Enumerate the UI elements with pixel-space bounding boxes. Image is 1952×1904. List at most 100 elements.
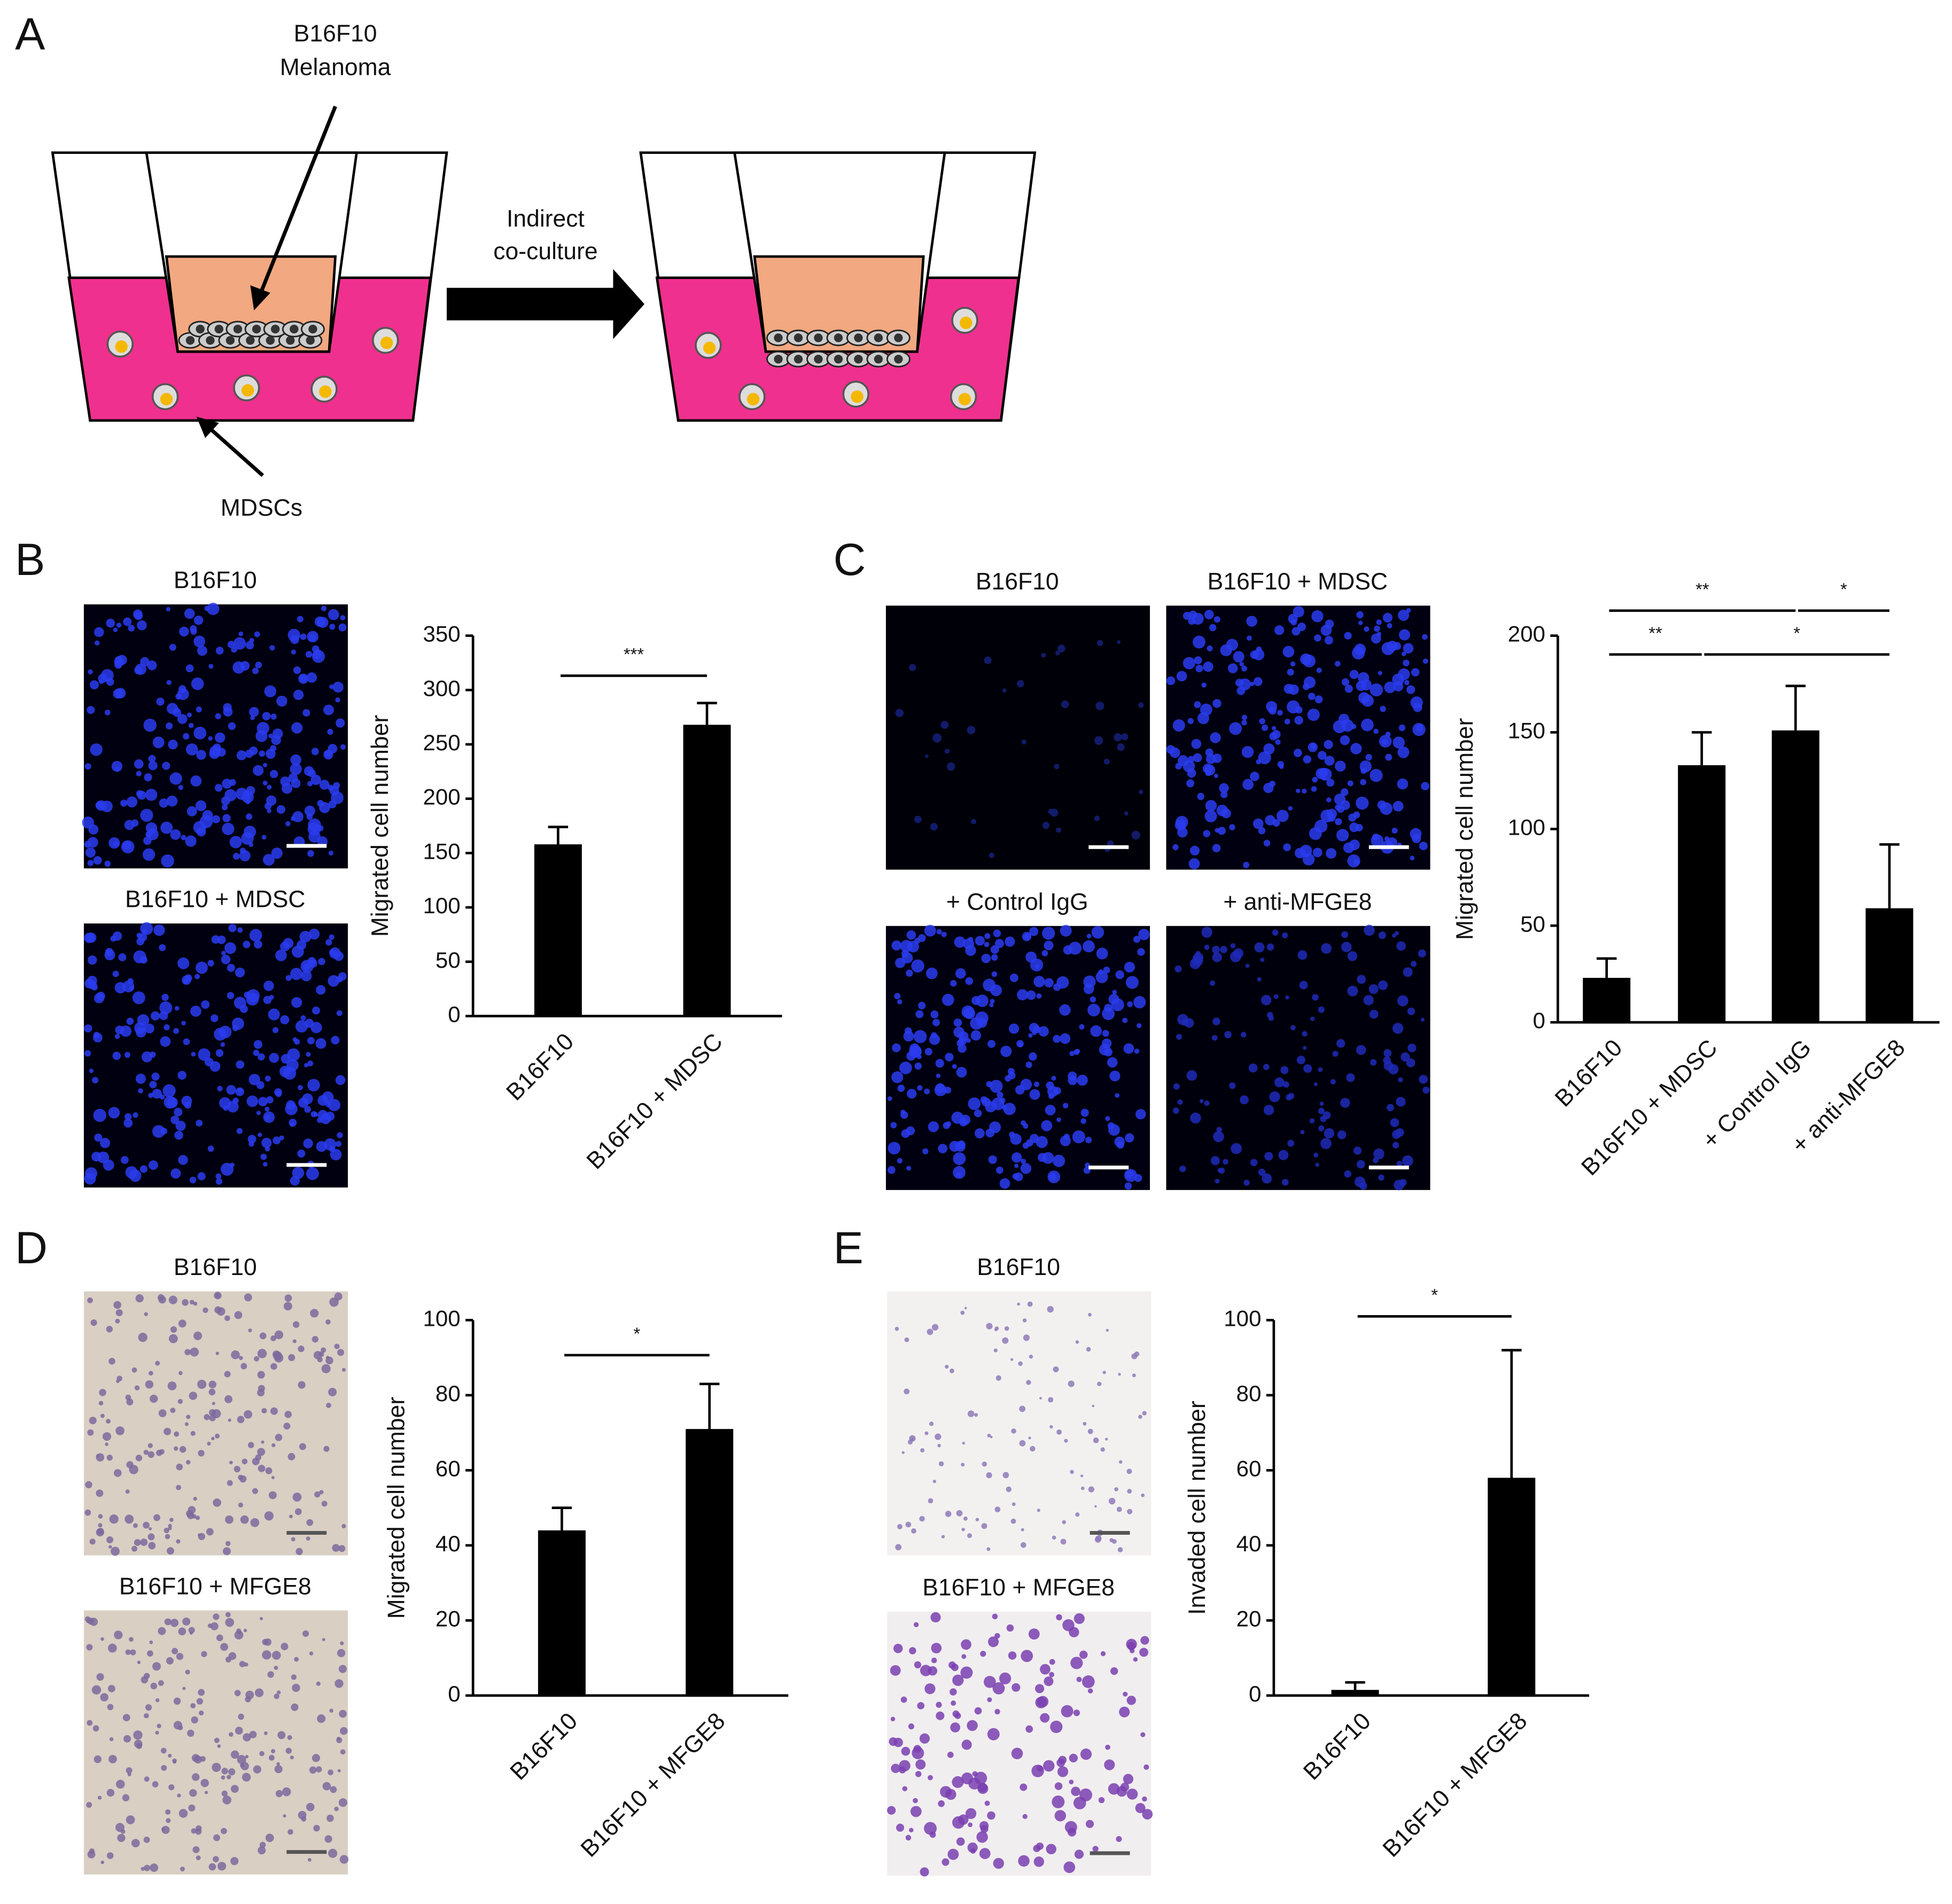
cell bbox=[1422, 634, 1428, 640]
cell bbox=[225, 1515, 234, 1524]
cell bbox=[986, 1472, 992, 1479]
cell bbox=[264, 1511, 274, 1521]
cell bbox=[1303, 755, 1312, 764]
cell bbox=[1040, 1713, 1050, 1723]
cell bbox=[1117, 743, 1125, 751]
cell bbox=[1134, 1174, 1142, 1182]
cell bbox=[129, 1637, 134, 1642]
cell bbox=[960, 1310, 965, 1315]
cell bbox=[961, 1463, 965, 1467]
cell bbox=[986, 1547, 991, 1551]
cell bbox=[221, 951, 226, 955]
cell bbox=[329, 624, 336, 630]
cell bbox=[1354, 859, 1360, 866]
cell bbox=[287, 1735, 292, 1740]
cell bbox=[323, 749, 333, 760]
cell bbox=[337, 1132, 343, 1138]
cell bbox=[1091, 926, 1105, 939]
cell bbox=[164, 1618, 172, 1626]
cell bbox=[225, 1612, 231, 1618]
cell bbox=[947, 1848, 959, 1860]
cell bbox=[208, 664, 214, 669]
cell bbox=[1033, 1082, 1039, 1087]
cell bbox=[976, 1831, 988, 1843]
cell bbox=[94, 627, 104, 638]
cell bbox=[105, 947, 114, 957]
cell bbox=[961, 1527, 965, 1532]
cell bbox=[1374, 625, 1380, 632]
cell bbox=[336, 1010, 343, 1016]
cell bbox=[152, 1089, 162, 1099]
cell bbox=[1324, 756, 1335, 766]
cell bbox=[322, 1782, 331, 1791]
cell bbox=[268, 733, 274, 739]
cell bbox=[169, 1518, 174, 1522]
cell bbox=[168, 740, 178, 750]
cell bbox=[1090, 996, 1096, 1003]
cell bbox=[1388, 1064, 1399, 1075]
cell bbox=[158, 1295, 166, 1304]
cell bbox=[1035, 1684, 1045, 1693]
significance-label: * bbox=[1840, 579, 1847, 599]
cell bbox=[1191, 739, 1202, 749]
cell bbox=[201, 1651, 207, 1658]
y-tick-label: 40 bbox=[1236, 1531, 1262, 1556]
cell bbox=[900, 940, 913, 953]
cell bbox=[178, 1809, 188, 1818]
cell bbox=[271, 847, 283, 859]
cell bbox=[160, 821, 173, 834]
cell bbox=[1022, 1318, 1027, 1323]
cell bbox=[1302, 683, 1310, 690]
cell bbox=[1102, 1371, 1106, 1374]
cell bbox=[132, 991, 145, 1005]
cell bbox=[914, 1661, 921, 1669]
cell bbox=[1271, 726, 1277, 730]
cell bbox=[1277, 760, 1284, 768]
nucleus bbox=[380, 336, 393, 349]
cell bbox=[1212, 1131, 1224, 1143]
cell bbox=[188, 1506, 196, 1514]
cell bbox=[951, 1664, 959, 1672]
cell bbox=[1401, 651, 1406, 657]
cell bbox=[100, 1138, 111, 1148]
cell bbox=[176, 1463, 183, 1471]
cell bbox=[1313, 1082, 1318, 1086]
cell bbox=[1246, 635, 1252, 641]
cell bbox=[181, 835, 186, 841]
cell bbox=[147, 660, 157, 671]
cell bbox=[895, 709, 904, 718]
cell bbox=[228, 1768, 236, 1776]
cell bbox=[261, 1408, 267, 1414]
label: B16F10 bbox=[294, 20, 377, 46]
cell bbox=[938, 1144, 948, 1154]
cell bbox=[1240, 1031, 1247, 1038]
cell bbox=[1096, 640, 1103, 647]
cell bbox=[1115, 1093, 1120, 1098]
y-tick-label: 0 bbox=[1249, 1681, 1261, 1706]
cell bbox=[1048, 1397, 1054, 1403]
cell bbox=[1203, 830, 1210, 837]
cell bbox=[1138, 789, 1144, 795]
cell bbox=[102, 1432, 112, 1441]
cell bbox=[142, 848, 155, 861]
cell bbox=[309, 1651, 314, 1656]
cell bbox=[306, 1802, 315, 1812]
cell bbox=[332, 681, 344, 693]
cell bbox=[229, 1732, 234, 1737]
cell bbox=[1263, 743, 1275, 755]
cell bbox=[291, 1674, 297, 1680]
cell bbox=[1325, 619, 1334, 629]
cell bbox=[274, 1765, 283, 1774]
nucleus bbox=[233, 324, 243, 334]
cell bbox=[968, 1822, 973, 1828]
cell bbox=[1250, 1159, 1258, 1167]
nucleus bbox=[308, 324, 317, 334]
cell bbox=[96, 1528, 104, 1537]
cell bbox=[298, 1381, 306, 1389]
cell bbox=[329, 1708, 333, 1713]
cell bbox=[1193, 753, 1202, 763]
cell bbox=[255, 662, 262, 669]
cell bbox=[1050, 1720, 1063, 1734]
cell bbox=[914, 815, 922, 823]
cell bbox=[996, 1375, 1001, 1381]
